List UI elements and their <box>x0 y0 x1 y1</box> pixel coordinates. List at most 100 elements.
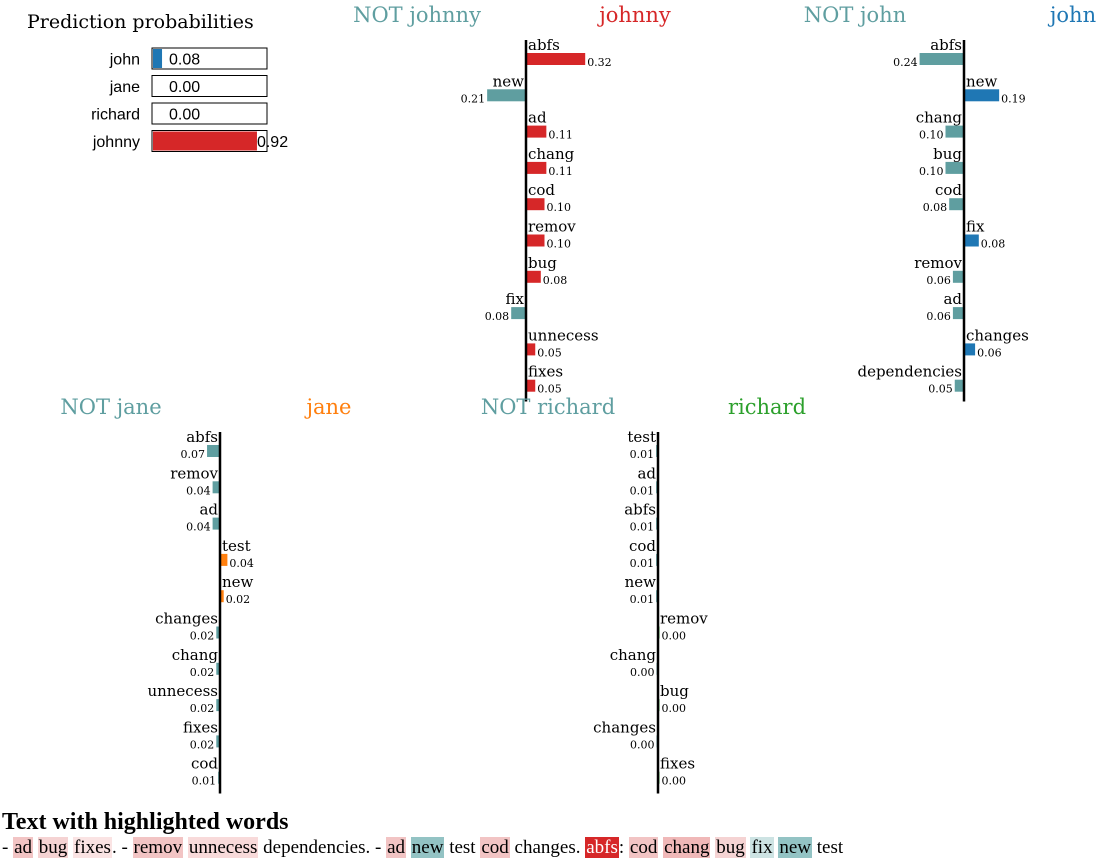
pred-prob-box-richard <box>151 102 268 125</box>
chart1-feature-changes: changes <box>966 326 1029 344</box>
chart3-value-new: 0.01 <box>630 593 655 606</box>
highlighted-word: cod <box>628 837 659 858</box>
chart2-bar-new <box>220 590 224 603</box>
chart2-bar-fixes <box>216 735 220 748</box>
pred-prob-value-richard: 0.00 <box>169 107 200 124</box>
highlighted-word: remov <box>132 837 184 858</box>
chart0-label-positive: johnny <box>596 3 671 27</box>
explanation-charts: Prediction probabilities john 0.08 jane 0.00… <box>27 3 1096 794</box>
chart3-value-changes: 0.00 <box>630 738 655 751</box>
chart2-value-ad: 0.04 <box>186 521 211 534</box>
chart1-value-abfs: 0.24 <box>893 56 918 69</box>
chart3-feature-remov: remov <box>660 610 708 628</box>
chart1-bar-dependencies <box>954 379 964 392</box>
chart2-feature-chang: chang <box>172 646 219 664</box>
chart2-bar-chang <box>216 662 220 675</box>
chart0-value-fix: 0.08 <box>485 310 510 323</box>
chart2-feature-ad: ad <box>199 501 218 519</box>
chart1-value-bug: 0.10 <box>919 165 944 178</box>
pred-prob-bar-johnny <box>153 131 257 151</box>
chart2-value-cod: 0.01 <box>192 775 217 788</box>
chart3-feature-test: test <box>627 428 656 446</box>
chart0-bar-fixes <box>526 379 536 392</box>
chart0-value-abfs: 0.32 <box>587 56 612 69</box>
chart2-bar-ad <box>212 517 220 530</box>
chart0-feature-fixes: fixes <box>528 363 563 381</box>
chart1-feature-chang: chang <box>916 109 963 127</box>
pred-prob-label-john: john <box>109 52 140 69</box>
pred-prob-label-jane: jane <box>109 79 140 96</box>
chart2-value-remov: 0.04 <box>186 484 211 497</box>
chart3-value-bug: 0.00 <box>662 702 687 715</box>
chart1-feature-abfs: abfs <box>930 36 962 54</box>
chart2-value-changes: 0.02 <box>190 630 215 643</box>
chart3-value-ad: 0.01 <box>630 484 655 497</box>
chart3-value-cod: 0.01 <box>630 557 655 570</box>
chart2-feature-changes: changes <box>155 610 218 628</box>
highlighted-word: fix <box>750 837 774 858</box>
plain-text-segment: test <box>811 837 844 858</box>
chart1-label-negative: NOT john <box>804 3 906 27</box>
chart0-bar-ad <box>526 125 547 138</box>
chart0-label-negative: NOT johnny <box>353 3 481 27</box>
highlighted-text-line: - ad bug fixes. - remov unnecess depende… <box>2 836 1097 860</box>
chart0-feature-bug: bug <box>528 254 557 272</box>
chart3-feature-new: new <box>625 573 657 591</box>
chart2-feature-abfs: abfs <box>186 428 218 446</box>
plain-text-segment: . - <box>111 837 133 858</box>
plain-text-segment: : <box>618 837 629 858</box>
chart0-bar-cod <box>526 198 545 211</box>
pred-prob-title: Prediction probabilities <box>27 11 254 33</box>
chart2-feature-unnecess: unnecess <box>147 682 218 700</box>
highlighted-word: cod <box>480 837 510 858</box>
chart0-feature-abfs: abfs <box>528 36 560 54</box>
chart0-bar-remov <box>526 234 545 247</box>
chart1-bar-changes <box>964 343 976 356</box>
chart0-feature-unnecess: unnecess <box>528 326 599 344</box>
chart1-feature-dependencies: dependencies <box>857 363 962 381</box>
chart3-feature-chang: chang <box>610 646 657 664</box>
highlighted-text-title: Text with highlighted words <box>2 809 289 835</box>
chart2-label-negative: NOT jane <box>60 395 161 419</box>
chart0-bar-unnecess <box>526 343 536 356</box>
chart1-bar-cod <box>949 198 964 211</box>
chart1-bar-fix <box>964 234 979 247</box>
chart3-feature-fixes: fixes <box>660 755 695 773</box>
chart3-feature-abfs: abfs <box>624 501 656 519</box>
chart0-value-cod: 0.10 <box>547 201 572 214</box>
chart1-feature-remov: remov <box>914 254 962 272</box>
highlighted-word: abfs <box>585 837 619 858</box>
chart1-bar-remov <box>952 270 964 283</box>
chart3-value-fixes: 0.00 <box>662 775 687 788</box>
chart2-bar-abfs <box>207 445 220 457</box>
chart2-bar-test <box>220 553 228 566</box>
chart1-value-dependencies: 0.05 <box>928 383 953 396</box>
chart1-value-ad: 0.06 <box>926 310 951 323</box>
chart2-feature-new: new <box>222 573 254 591</box>
highlighted-text-section: Text with highlighted words - ad bug fix… <box>2 808 1097 860</box>
chart1-bar-chang <box>945 125 964 138</box>
plain-text-segment: test <box>444 837 481 858</box>
chart1-feature-cod: cod <box>935 181 962 199</box>
chart2-feature-cod: cod <box>191 755 218 773</box>
chart0-feature-new: new <box>493 72 525 90</box>
chart3-label-positive: richard <box>728 395 806 419</box>
pred-prob-box-john <box>151 47 268 70</box>
chart3-feature-bug: bug <box>660 682 689 700</box>
chart3-feature-changes: changes <box>593 718 656 736</box>
highlighted-word: fixes <box>73 837 112 858</box>
highlighted-word: bug <box>715 837 746 858</box>
chart2-value-chang: 0.02 <box>190 666 215 679</box>
chart2-feature-fixes: fixes <box>183 718 218 736</box>
highlighted-word: unnecess <box>187 837 259 858</box>
chart3-value-test: 0.01 <box>630 448 655 461</box>
highlighted-word: ad <box>386 837 407 858</box>
chart1-feature-fix: fix <box>966 218 985 236</box>
chart0-feature-remov: remov <box>528 218 576 236</box>
pred-prob-value-jane: 0.00 <box>169 79 200 96</box>
chart1-label-positive: john <box>1047 3 1096 27</box>
chart0-value-new: 0.21 <box>461 92 486 105</box>
highlighted-word: chang <box>663 837 711 858</box>
chart3-value-remov: 0.00 <box>662 630 687 643</box>
chart0-feature-cod: cod <box>528 181 555 199</box>
